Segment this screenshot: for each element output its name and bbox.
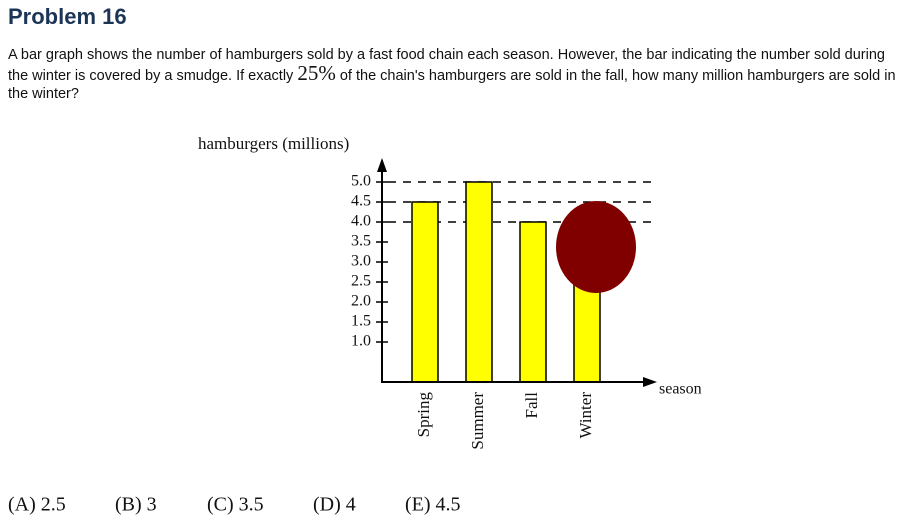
- answer-choice: (C) 3.5: [207, 494, 264, 516]
- y-tick-label: 3.5: [351, 233, 371, 250]
- problem-text: A bar graph shows the number of hamburge…: [8, 46, 898, 103]
- bar: [519, 221, 547, 383]
- text: A bar graph shows the number of hamburge…: [8, 47, 885, 84]
- x-tick-label: Fall: [522, 392, 541, 419]
- problem-title: Problem 16: [8, 4, 127, 29]
- x-tick-label: Spring: [414, 392, 433, 438]
- text: of the chain's hamburgers are sold in th…: [8, 68, 896, 102]
- smudge: [556, 201, 636, 293]
- y-tick-label: 1.5: [351, 313, 371, 330]
- bar: [573, 281, 601, 383]
- y-tick-label: 4.0: [351, 213, 371, 230]
- answer-choice: (B) 3: [115, 494, 157, 516]
- x-tick-label: Summer: [468, 392, 487, 450]
- y-axis-label: hamburgers (millions): [198, 134, 349, 153]
- answer-choice: (D) 4: [313, 494, 356, 516]
- y-tick-label: 1.0: [351, 333, 371, 350]
- x-tick-label: Winter: [576, 392, 595, 439]
- y-tick-label: 2.5: [351, 273, 371, 290]
- percent: 25%: [297, 61, 336, 85]
- y-tick-label: 2.0: [351, 293, 371, 310]
- y-tick-label: 4.5: [351, 193, 371, 210]
- y-tick-label: 5.0: [351, 173, 371, 190]
- arrow: [643, 377, 657, 387]
- x-axis-label: season: [659, 381, 702, 398]
- y-tick-label: 3.0: [351, 253, 371, 270]
- answer-choice: (A) 2.5: [8, 494, 66, 516]
- bar: [411, 201, 439, 383]
- bar: [465, 181, 493, 383]
- answer-choice: (E) 4.5: [405, 494, 461, 516]
- arrow: [377, 158, 387, 172]
